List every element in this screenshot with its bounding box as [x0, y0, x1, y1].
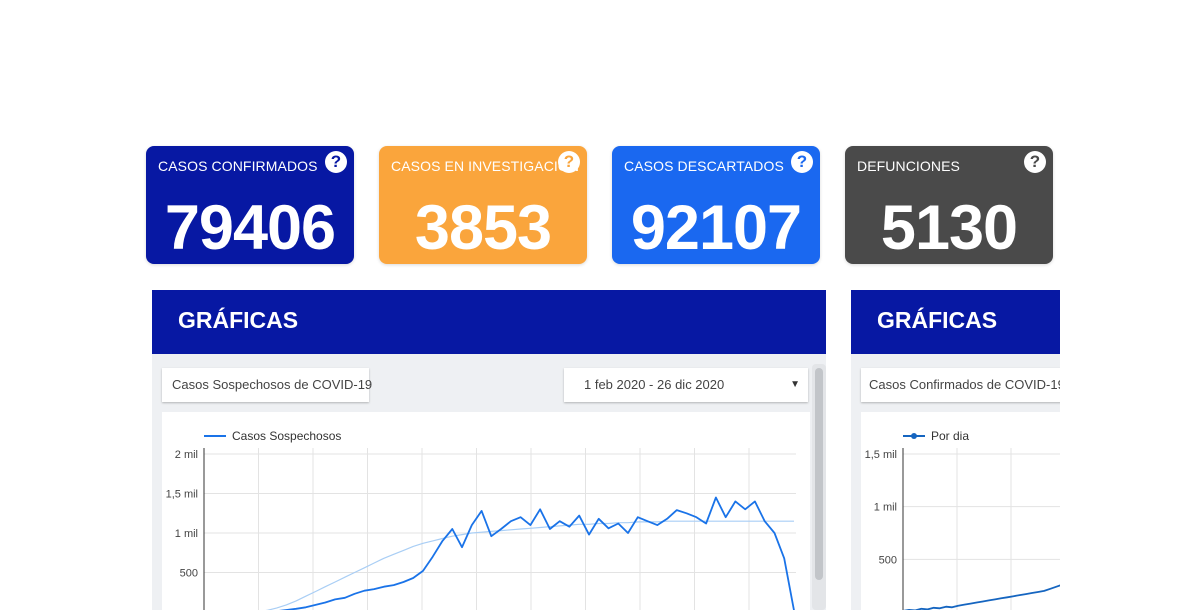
legend-marker [911, 433, 917, 439]
legend-label: Casos Sospechosos [232, 429, 341, 443]
series-line [257, 498, 794, 610]
help-icon[interactable]: ? [791, 151, 813, 173]
stat-card-defunciones: DEFUNCIONES ? 5130 [845, 146, 1053, 264]
chart-area: 1,5 mil 1 mil 500 Por dia [861, 412, 1060, 610]
series-line [257, 521, 794, 610]
graficas-panel-confirmados: GRÁFICAS Casos Confirmados de COVID-19 1… [851, 290, 1060, 610]
metric-selector-label: Casos Sospechosos de COVID-19 [162, 377, 372, 392]
y-tick-label: 1 mil [874, 502, 897, 514]
stat-card-descartados: CASOS DESCARTADOS ? 92107 [612, 146, 820, 264]
help-icon[interactable]: ? [325, 151, 347, 173]
y-tick-label: 500 [879, 554, 897, 566]
chevron-down-icon[interactable]: ▼ [790, 368, 800, 402]
scrollbar[interactable] [812, 364, 826, 610]
scrollbar-thumb[interactable] [815, 368, 823, 580]
date-range-picker[interactable]: 1 feb 2020 - 26 dic 2020 ▼ [564, 368, 808, 402]
stat-card-title: CASOS CONFIRMADOS [158, 158, 318, 174]
graficas-panel-sospechosos: GRÁFICAS Casos Sospechosos de COVID-19 1… [152, 290, 826, 610]
legend-label: Por dia [931, 429, 969, 443]
series-line [903, 578, 1060, 610]
y-tick-label: 500 [180, 568, 198, 580]
panel-title: GRÁFICAS [152, 290, 826, 354]
chart-area: 2 mil 1,5 mil 1 mil 500 Casos Sospechosos [162, 412, 810, 610]
date-range-label: 1 feb 2020 - 26 dic 2020 [564, 377, 724, 392]
metric-selector[interactable]: Casos Sospechosos de COVID-19 [162, 368, 369, 402]
stat-card-value: 3853 [379, 196, 587, 260]
help-icon[interactable]: ? [558, 151, 580, 173]
stat-card-confirmados: CASOS CONFIRMADOS ? 79406 [146, 146, 354, 264]
stat-card-value: 5130 [845, 196, 1053, 260]
panel-title: GRÁFICAS [851, 290, 1060, 354]
suspected-cases-chart: 2 mil 1,5 mil 1 mil 500 Casos Sospechosos [162, 412, 810, 610]
metric-selector[interactable]: Casos Confirmados de COVID-19 [861, 368, 1060, 402]
help-icon[interactable]: ? [1024, 151, 1046, 173]
confirmed-cases-chart: 1,5 mil 1 mil 500 Por dia [861, 412, 1060, 610]
y-tick-label: 1,5 mil [166, 489, 198, 501]
y-tick-label: 2 mil [175, 449, 198, 461]
stat-card-value: 92107 [612, 196, 820, 260]
stat-card-title: CASOS EN INVESTIGACIÓN [391, 158, 579, 174]
stat-card-title: CASOS DESCARTADOS [624, 158, 784, 174]
stat-card-investigacion: CASOS EN INVESTIGACIÓN ? 3853 [379, 146, 587, 264]
metric-selector-label: Casos Confirmados de COVID-19 [861, 377, 1060, 392]
y-tick-label: 1,5 mil [865, 449, 897, 461]
y-tick-label: 1 mil [175, 528, 198, 540]
stat-card-value: 79406 [146, 196, 354, 260]
stat-card-title: DEFUNCIONES [857, 158, 960, 174]
